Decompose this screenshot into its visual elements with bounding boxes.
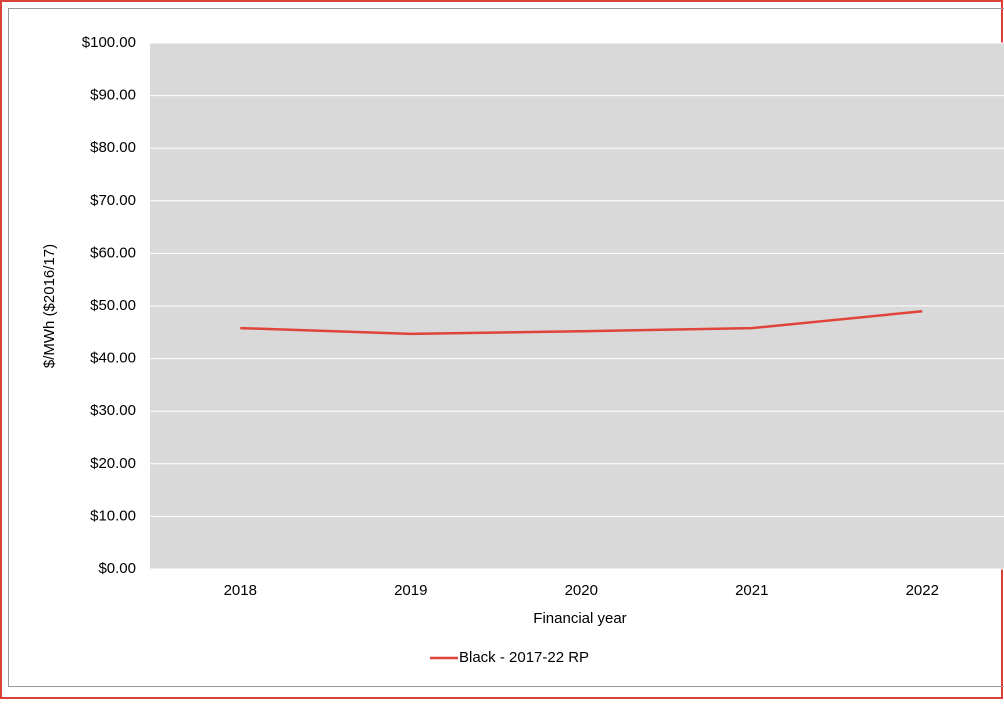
- y-tick-label: $90.00: [90, 87, 136, 104]
- y-tick-label: $30.00: [90, 402, 136, 419]
- y-tick-label: $40.00: [90, 350, 136, 367]
- y-tick-label: $20.00: [90, 455, 136, 472]
- y-tick-label: $0.00: [98, 560, 136, 577]
- y-tick-label: $80.00: [90, 139, 136, 156]
- y-tick-label: $60.00: [90, 244, 136, 261]
- y-tick-label: $50.00: [90, 297, 136, 314]
- legend-label: Black - 2017-22 RP: [459, 649, 589, 666]
- x-tick-label: 2019: [394, 582, 427, 599]
- x-tick-label: 2020: [565, 582, 598, 599]
- x-tick-label: 2018: [224, 582, 257, 599]
- y-tick-label: $70.00: [90, 192, 136, 209]
- x-tick-label: 2022: [906, 582, 939, 599]
- x-axis-title: Financial year: [533, 610, 626, 627]
- y-tick-label: $100.00: [82, 34, 136, 51]
- y-axis-title: $/MWh ($2016/17): [41, 244, 58, 368]
- x-tick-label: 2021: [735, 582, 768, 599]
- y-tick-label: $10.00: [90, 507, 136, 524]
